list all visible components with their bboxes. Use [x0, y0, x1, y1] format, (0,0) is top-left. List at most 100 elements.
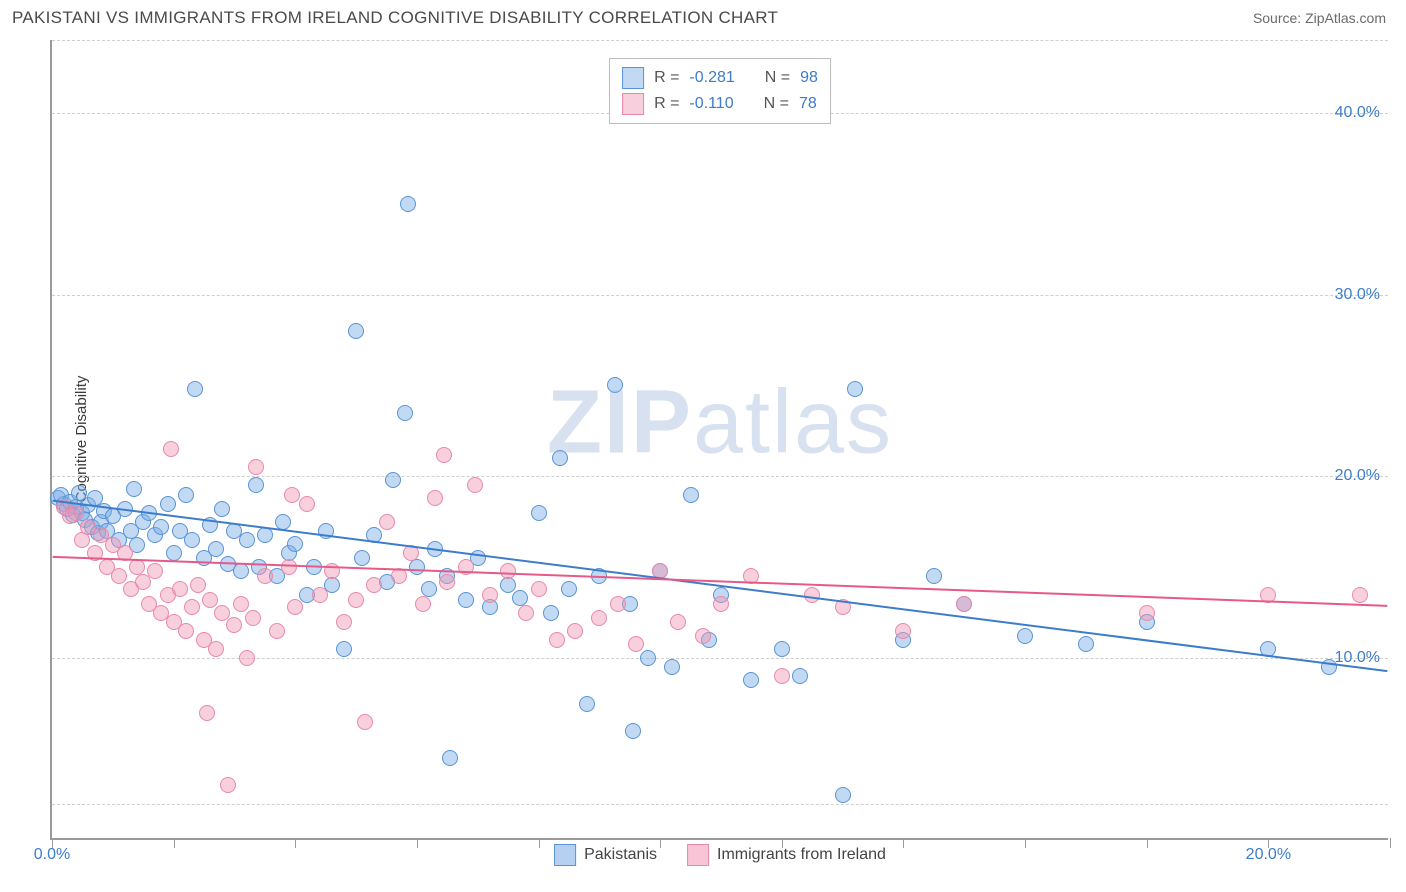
- data-point: [926, 568, 942, 584]
- data-point: [518, 605, 534, 621]
- legend-n-label: N =: [764, 95, 789, 113]
- data-point: [403, 545, 419, 561]
- data-point: [366, 527, 382, 543]
- data-point: [190, 577, 206, 593]
- data-point: [670, 614, 686, 630]
- data-point: [153, 519, 169, 535]
- chart-title: PAKISTANI VS IMMIGRANTS FROM IRELAND COG…: [12, 8, 778, 28]
- data-point: [166, 545, 182, 561]
- data-point: [111, 568, 127, 584]
- data-point: [579, 696, 595, 712]
- data-point: [591, 610, 607, 626]
- data-point: [239, 650, 255, 666]
- data-point: [956, 596, 972, 612]
- data-point: [397, 405, 413, 421]
- legend-swatch: [554, 844, 576, 866]
- legend-swatch: [687, 844, 709, 866]
- data-point: [336, 614, 352, 630]
- data-point: [287, 536, 303, 552]
- data-point: [87, 545, 103, 561]
- data-point: [354, 550, 370, 566]
- data-point: [895, 623, 911, 639]
- legend-swatch: [622, 93, 644, 115]
- data-point: [628, 636, 644, 652]
- data-point: [549, 632, 565, 648]
- legend-series-item: Immigrants from Ireland: [687, 844, 886, 866]
- data-point: [187, 381, 203, 397]
- data-point: [184, 532, 200, 548]
- data-point: [1260, 587, 1276, 603]
- data-point: [208, 641, 224, 657]
- data-point: [141, 505, 157, 521]
- legend-n-label: N =: [765, 69, 790, 87]
- legend-n-value: 78: [799, 95, 817, 113]
- data-point: [284, 487, 300, 503]
- data-point: [281, 559, 297, 575]
- data-point: [531, 581, 547, 597]
- y-tick-label: 30.0%: [1335, 286, 1380, 304]
- data-point: [774, 668, 790, 684]
- data-point: [607, 377, 623, 393]
- data-point: [208, 541, 224, 557]
- data-point: [233, 563, 249, 579]
- data-point: [713, 596, 729, 612]
- x-tick-label: 20.0%: [1246, 846, 1291, 864]
- source-attribution: Source: ZipAtlas.com: [1253, 10, 1386, 26]
- data-point: [348, 592, 364, 608]
- data-point: [178, 487, 194, 503]
- data-point: [743, 672, 759, 688]
- data-point: [436, 447, 452, 463]
- data-point: [500, 563, 516, 579]
- scatter-chart: Cognitive Disability 10.0%20.0%30.0%40.0…: [50, 40, 1388, 840]
- legend-series-label: Immigrants from Ireland: [717, 846, 886, 864]
- data-point: [306, 559, 322, 575]
- data-point: [257, 568, 273, 584]
- legend-series-item: Pakistanis: [554, 844, 657, 866]
- data-point: [287, 599, 303, 615]
- data-point: [163, 441, 179, 457]
- data-point: [415, 596, 431, 612]
- data-point: [385, 472, 401, 488]
- data-point: [1139, 605, 1155, 621]
- legend-correlation-row: R = -0.281 N = 98: [622, 65, 818, 91]
- data-point: [245, 610, 261, 626]
- data-point: [640, 650, 656, 666]
- data-point: [269, 623, 285, 639]
- data-point: [652, 563, 668, 579]
- data-point: [1078, 636, 1094, 652]
- data-point: [117, 501, 133, 517]
- data-point: [1352, 587, 1368, 603]
- legend-r-value: -0.110: [689, 95, 733, 113]
- legend-r-value: -0.281: [689, 69, 734, 87]
- data-point: [591, 568, 607, 584]
- data-point: [226, 617, 242, 633]
- data-point: [774, 641, 790, 657]
- data-point: [683, 487, 699, 503]
- data-point: [248, 459, 264, 475]
- data-point: [427, 541, 443, 557]
- data-point: [117, 545, 133, 561]
- x-tick: [417, 838, 418, 848]
- data-point: [214, 501, 230, 517]
- data-point: [442, 750, 458, 766]
- data-point: [847, 381, 863, 397]
- data-point: [439, 574, 455, 590]
- data-point: [427, 490, 443, 506]
- data-point: [409, 559, 425, 575]
- x-tick-label: 0.0%: [34, 846, 70, 864]
- data-point: [324, 563, 340, 579]
- data-point: [458, 559, 474, 575]
- data-point: [126, 481, 142, 497]
- data-point: [257, 527, 273, 543]
- data-point: [248, 477, 264, 493]
- x-tick: [1025, 838, 1026, 848]
- data-point: [1321, 659, 1337, 675]
- data-point: [312, 587, 328, 603]
- legend-correlation-row: R = -0.110 N = 78: [622, 91, 818, 117]
- data-point: [147, 563, 163, 579]
- data-point: [664, 659, 680, 675]
- data-point: [239, 532, 255, 548]
- x-tick: [295, 838, 296, 848]
- data-point: [500, 577, 516, 593]
- correlation-legend: R = -0.281 N = 98 R = -0.110 N = 78: [609, 58, 831, 124]
